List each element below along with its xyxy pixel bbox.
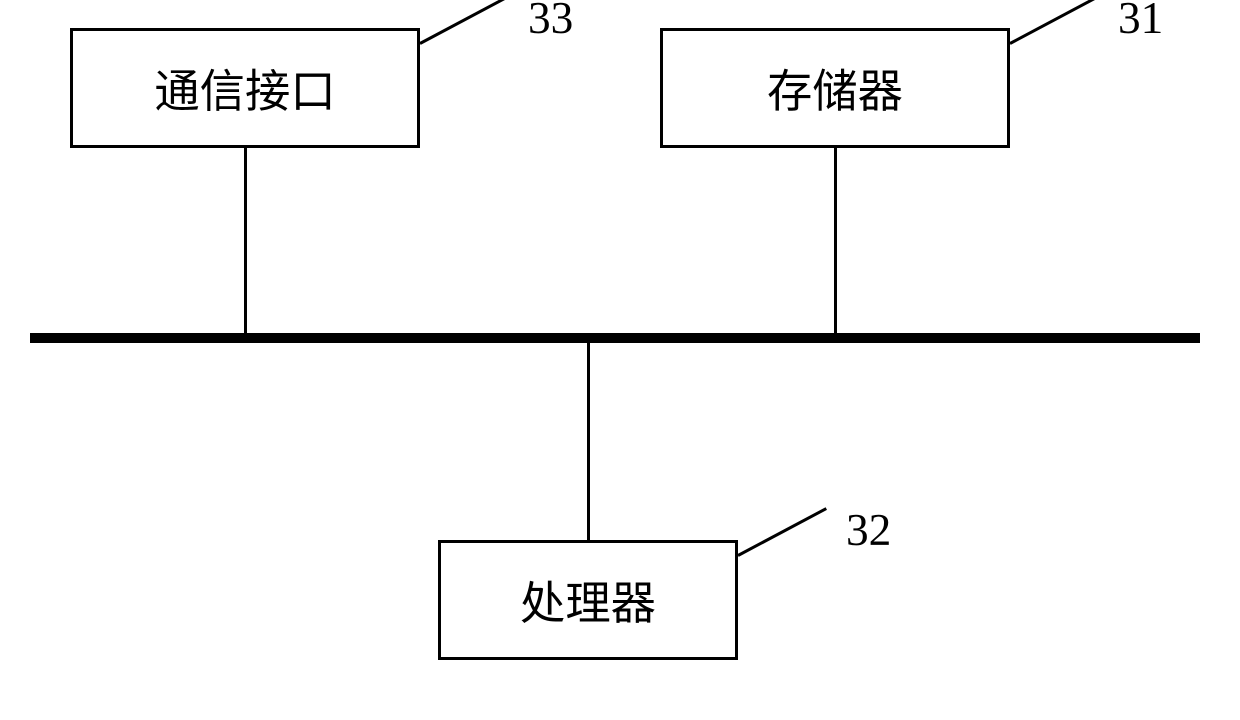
- bus-line: [30, 333, 1200, 343]
- callout-label-comm: 33: [528, 0, 573, 44]
- node-label: 处理器: [520, 567, 656, 633]
- node-label: 通信接口: [154, 55, 335, 121]
- node-memory: 存储器: [660, 28, 1010, 148]
- callout-line-processor: [737, 507, 827, 557]
- callout-line-memory: [1009, 0, 1099, 45]
- connector-comm-to-bus: [244, 148, 247, 333]
- node-label: 存储器: [767, 55, 903, 121]
- callout-label-processor: 32: [846, 504, 891, 556]
- callout-label-memory: 31: [1118, 0, 1163, 44]
- node-communication-interface: 通信接口: [70, 28, 420, 148]
- connector-memory-to-bus: [834, 148, 837, 333]
- node-processor: 处理器: [438, 540, 738, 660]
- connector-bus-to-processor: [587, 343, 590, 540]
- callout-line-comm: [419, 0, 509, 45]
- diagram-canvas: 通信接口 33 存储器 31 处理器 32: [0, 0, 1240, 720]
